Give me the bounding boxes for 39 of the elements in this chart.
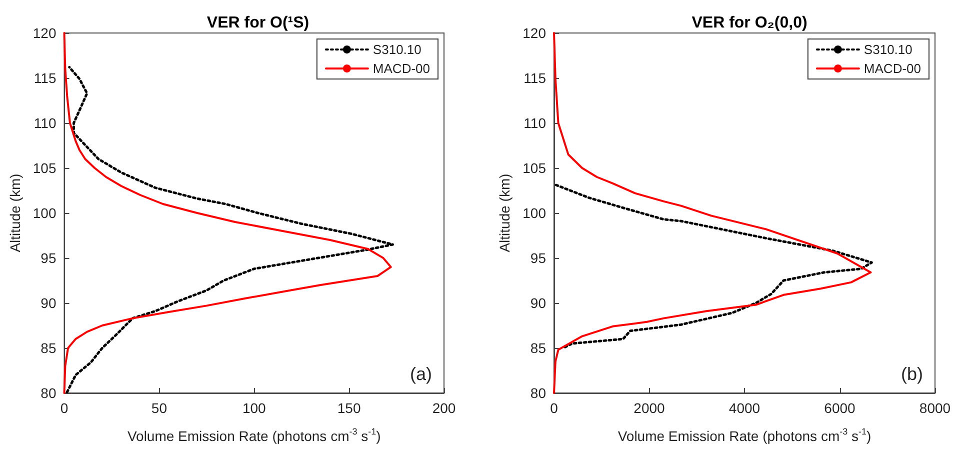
y-tick-label: 110 — [34, 115, 56, 131]
y-tick-label: 90 — [530, 295, 546, 311]
legend-label: MACD-00 — [864, 61, 922, 76]
x-tick-label: 2000 — [634, 400, 666, 416]
y-tick-label: 80 — [40, 385, 56, 401]
annotation: (a) — [410, 364, 432, 384]
chart-title: VER for O(¹S) — [206, 14, 310, 32]
y-axis-title: Altitude (km) — [7, 174, 23, 252]
x-tick-label: 150 — [337, 400, 361, 416]
legend-label: S310.10 — [372, 42, 422, 57]
y-tick-label: 120 — [32, 25, 56, 41]
y-tick-label: 95 — [530, 250, 546, 266]
x-tick-label: 6000 — [824, 400, 856, 416]
line-series — [552, 182, 873, 348]
y-tick-label: 90 — [40, 295, 56, 311]
x-tick-label: 200 — [432, 400, 456, 416]
y-tick-label: 120 — [522, 25, 546, 41]
chart-title: VER for O₂(0,0) — [692, 14, 808, 32]
y-tick-label: 105 — [522, 160, 546, 176]
x-tick-label: 50 — [151, 400, 168, 416]
y-axis-title: Altitude (km) — [496, 174, 513, 252]
x-tick-label: 100 — [242, 400, 266, 416]
y-tick-label: 110 — [524, 115, 546, 131]
y-tick-label: 100 — [32, 205, 56, 221]
legend-label: MACD-00 — [372, 61, 430, 76]
y-tick-label: 95 — [40, 250, 56, 266]
y-tick-label: 100 — [522, 205, 546, 221]
legend-label: S310.10 — [864, 42, 912, 57]
annotation: (b) — [901, 364, 923, 384]
x-tick-label: 0 — [60, 400, 68, 416]
x-tick-label: 8000 — [919, 400, 951, 416]
y-tick-label: 115 — [34, 70, 56, 86]
y-tick-label: 85 — [40, 340, 56, 356]
x-tick-label: 0 — [550, 400, 558, 416]
x-tick-label: 4000 — [728, 400, 760, 416]
y-tick-label: 105 — [32, 160, 56, 176]
y-tick-label: 85 — [530, 340, 546, 356]
y-tick-label: 115 — [524, 70, 546, 86]
y-tick-label: 80 — [530, 385, 546, 401]
